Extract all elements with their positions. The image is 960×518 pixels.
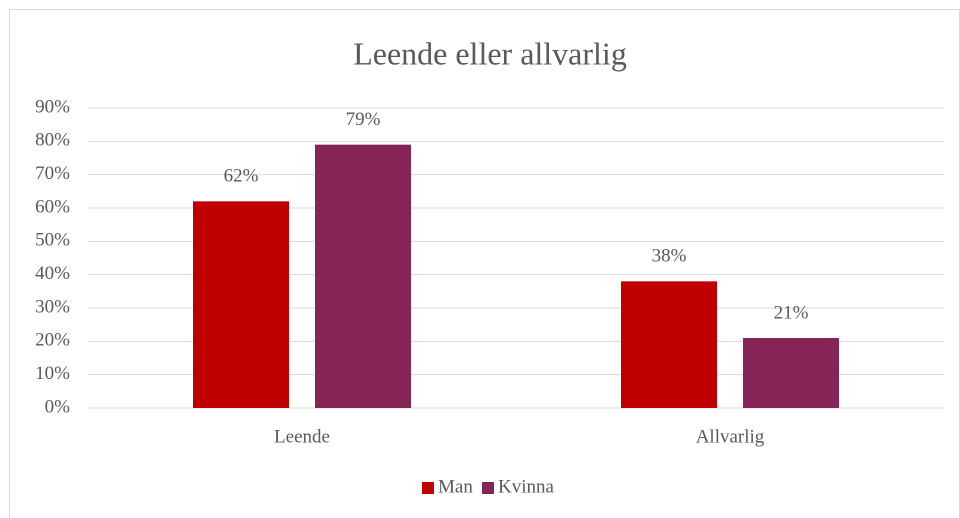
y-tick-label: 20%	[35, 330, 70, 351]
y-tick-label: 60%	[35, 196, 70, 217]
x-tick-label: Allvarlig	[696, 426, 765, 447]
y-tick-label: 80%	[35, 130, 70, 151]
data-label: 38%	[652, 246, 687, 267]
y-tick-label: 10%	[35, 363, 70, 384]
data-label: 62%	[224, 166, 259, 187]
x-tick-label: Leende	[274, 426, 330, 447]
y-tick-label: 50%	[35, 230, 70, 251]
data-label: 21%	[774, 302, 809, 323]
legend-swatch	[422, 482, 434, 494]
legend-label: Kvinna	[498, 476, 555, 497]
chart-border	[9, 9, 960, 518]
chart-title: Leende eller allvarlig	[353, 35, 627, 71]
legend-label: Man	[438, 476, 473, 497]
y-tick-label: 30%	[35, 296, 70, 317]
bar	[315, 144, 411, 408]
legend-swatch	[482, 482, 494, 494]
y-tick-label: 40%	[35, 263, 70, 284]
data-label: 79%	[346, 109, 381, 130]
bar	[743, 338, 839, 408]
y-tick-label: 0%	[45, 396, 71, 417]
y-tick-label: 90%	[35, 96, 70, 117]
bar	[193, 201, 289, 408]
y-tick-label: 70%	[35, 163, 70, 184]
bar	[621, 281, 717, 408]
